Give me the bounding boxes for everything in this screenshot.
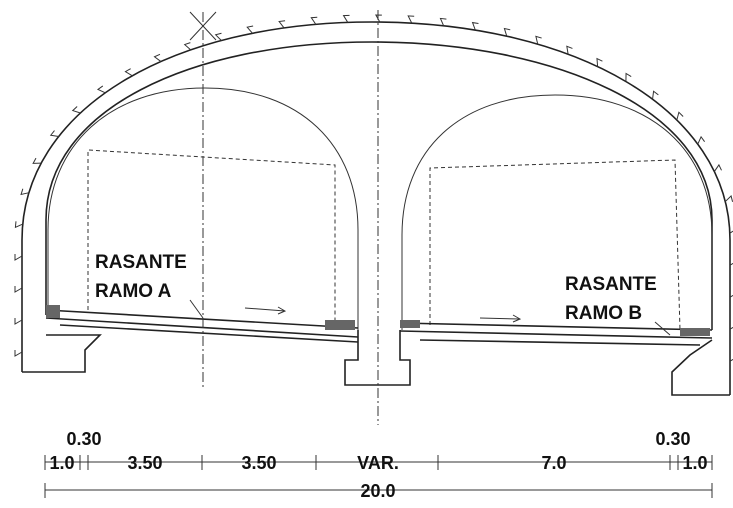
hatch-tick — [597, 59, 602, 67]
dimension-label: VAR. — [357, 453, 399, 473]
hatch-tick — [440, 18, 446, 25]
right-footing — [672, 340, 730, 395]
dimension-label: 0.30 — [66, 429, 101, 449]
slope-arrow-b — [480, 315, 520, 322]
hatch-tick — [15, 286, 22, 292]
dimension-label: 1.0 — [49, 453, 74, 473]
annotation-line: RAMO A — [95, 281, 172, 302]
hatch-tick — [21, 189, 29, 195]
hatch-tick — [279, 21, 285, 28]
tunnel-section: RASANTE RAMO A RASANTE RAMO B 0.30 0.30 … — [0, 0, 733, 508]
hatch-tick — [154, 54, 160, 61]
hatch-tick — [677, 112, 683, 120]
hatch-tick — [15, 318, 22, 324]
hatch-tick — [311, 17, 317, 24]
hatch-tick — [73, 107, 81, 113]
hatch-tick — [653, 91, 659, 99]
hatch-tick — [714, 165, 721, 172]
annotation-line: RASANTE — [95, 252, 187, 273]
slope-arrow-a — [245, 307, 285, 314]
hatch-tick — [626, 73, 631, 81]
hatch-tick — [125, 69, 132, 76]
hatch-tick — [344, 15, 350, 22]
outer-arch — [22, 22, 730, 395]
annotation-line: RASANTE — [565, 274, 657, 295]
dimension-label: 0.30 — [655, 429, 690, 449]
dimension-label: 1.0 — [682, 453, 707, 473]
road-b — [400, 323, 712, 345]
hatch-tick — [15, 221, 22, 227]
hatch-tick — [376, 15, 382, 22]
left-footing — [22, 335, 100, 372]
hatch-tick — [15, 350, 22, 356]
hatch-tick — [15, 254, 22, 260]
dimension-label: 3.50 — [241, 453, 276, 473]
dimension-label: 20.0 — [360, 481, 395, 501]
annotation-line: RAMO B — [565, 303, 642, 324]
hatch-tick — [247, 26, 253, 33]
hatch-tick — [185, 43, 191, 50]
hatch-tick — [408, 16, 414, 23]
road-a — [46, 310, 358, 342]
leader-a — [190, 300, 203, 318]
hatch-tick — [567, 46, 573, 54]
clearance-b — [430, 160, 680, 330]
hatch-tick — [216, 33, 222, 40]
hatch-tick — [698, 137, 705, 144]
hatch-tick — [33, 158, 41, 163]
hatch-tick — [725, 196, 732, 202]
dimension-label: 3.50 — [127, 453, 162, 473]
hatch-tick — [51, 131, 59, 137]
hatch-tick — [536, 36, 542, 44]
hatch-tick — [98, 86, 105, 93]
dimension-label: 7.0 — [541, 453, 566, 473]
hatch-tick — [504, 28, 510, 36]
right-tube-arch — [402, 95, 712, 330]
